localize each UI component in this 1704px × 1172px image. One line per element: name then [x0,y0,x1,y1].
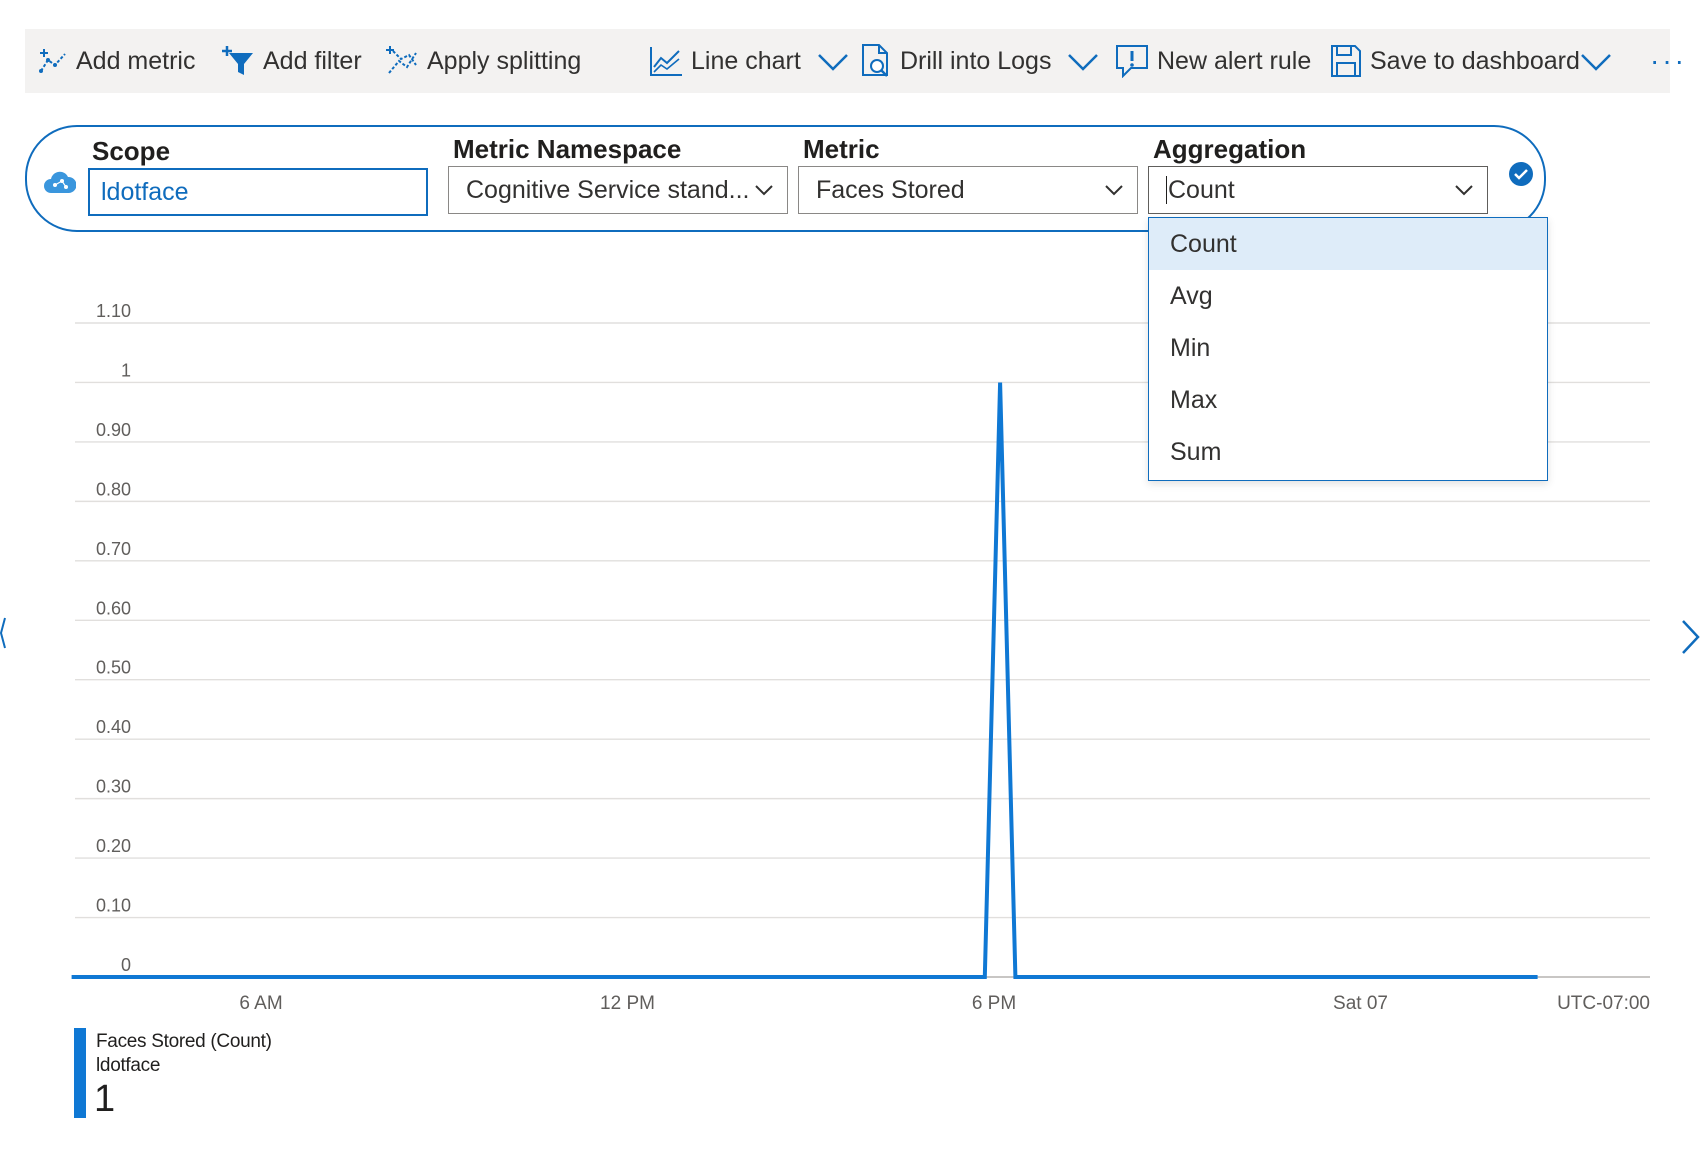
legend-color-bar [74,1028,86,1118]
x-tick-label: Sat 07 [1333,993,1388,1014]
legend-title[interactable]: Faces Stored (Count) [96,1031,272,1052]
line-chart-icon [650,47,682,76]
drill-into-logs-button[interactable]: Drill into Logs [860,29,1099,93]
aggregation-option-count[interactable]: Count [1149,218,1547,270]
x-tick-label: 12 PM [600,993,655,1014]
y-tick-label: 0.50 [96,658,131,678]
x-tick-label: 6 PM [972,993,1016,1014]
namespace-label: Metric Namespace [453,134,682,164]
option-label: Max [1170,385,1218,414]
x-tick-label: 6 AM [239,993,282,1014]
save-to-dashboard-button[interactable]: Save to dashboard [1330,29,1612,93]
more-options-button[interactable]: ··· [1650,29,1687,93]
option-label: Count [1170,229,1237,258]
y-tick-label: 1 [121,360,131,380]
line-chart-label: Line chart [691,46,801,75]
y-tick-label: 1.10 [96,301,131,321]
add-metric-button[interactable]: Add metric [38,29,195,93]
namespace-value: Cognitive Service stand... [466,175,750,204]
scope-value: ldotface [101,177,189,206]
namespace-dropdown[interactable]: Cognitive Service stand... [448,166,788,214]
apply-splitting-label: Apply splitting [427,46,582,75]
aggregation-option-avg[interactable]: Avg [1149,270,1547,322]
more-icon: ··· [1650,45,1687,76]
option-label: Sum [1170,437,1222,466]
aggregation-option-max[interactable]: Max [1149,374,1547,426]
aggregation-options-list: Count Avg Min Max Sum [1148,217,1548,481]
y-tick-label: 0.10 [96,896,131,916]
save-to-dashboard-label: Save to dashboard [1370,46,1580,75]
cognitive-service-icon [44,171,76,193]
add-filter-label: Add filter [263,46,362,75]
drill-into-logs-label: Drill into Logs [900,46,1052,75]
timezone-label: UTC-07:00 [1557,993,1650,1014]
logs-icon [862,44,888,77]
chevron-down-icon [1581,54,1611,71]
scope-input[interactable]: ldotface [88,168,428,216]
y-tick-label: 0.40 [96,717,131,737]
add-metric-icon [39,49,66,73]
splitting-icon [386,46,417,74]
chevron-down-icon [1068,54,1099,71]
series-line [71,382,1538,979]
new-alert-rule-label: New alert rule [1157,46,1312,75]
legend-resource: ldotface [96,1055,161,1076]
y-tick-label: 0.60 [96,598,131,618]
y-tick-label: 0.30 [96,777,131,797]
aggregation-label: Aggregation [1153,134,1307,164]
aggregation-option-min[interactable]: Min [1149,322,1547,374]
metric-value: Faces Stored [816,175,965,204]
chevron-down-icon [1105,185,1123,196]
apply-splitting-button[interactable]: Apply splitting [385,29,581,93]
y-tick-label: 0.70 [96,539,131,559]
legend-value: 1 [94,1078,116,1120]
y-tick-label: 0 [121,955,131,975]
chevron-left-icon[interactable] [0,616,6,650]
confirm-check-icon[interactable] [1508,161,1534,187]
option-label: Min [1170,333,1211,362]
chevron-down-icon [755,185,773,196]
aggregation-option-sum[interactable]: Sum [1149,426,1547,478]
new-alert-rule-button[interactable]: New alert rule [1115,29,1311,93]
metric-dropdown[interactable]: Faces Stored [798,166,1138,214]
line-chart-button[interactable]: Line chart [649,29,849,93]
y-tick-label: 0.20 [96,836,131,856]
aggregation-value: Count [1168,175,1235,204]
metric-label: Metric [803,134,880,164]
scope-label: Scope [92,136,171,166]
toolbar: Add metric Add filter Apply splitting Li… [25,29,1684,93]
y-tick-label: 0.80 [96,479,131,499]
y-tick-label: 0.90 [96,420,131,440]
alert-icon [1116,45,1148,78]
chevron-down-icon [1455,185,1473,196]
chevron-right-icon[interactable] [1680,618,1702,656]
metric-selector [25,125,1546,232]
text-cursor [1166,176,1167,204]
aggregation-dropdown[interactable]: Count [1148,166,1488,214]
add-filter-button[interactable]: Add filter [221,29,362,93]
chevron-down-icon [817,54,848,71]
save-icon [1331,45,1361,77]
filter-icon [222,46,253,75]
add-metric-label: Add metric [76,46,196,75]
option-label: Avg [1170,281,1213,310]
